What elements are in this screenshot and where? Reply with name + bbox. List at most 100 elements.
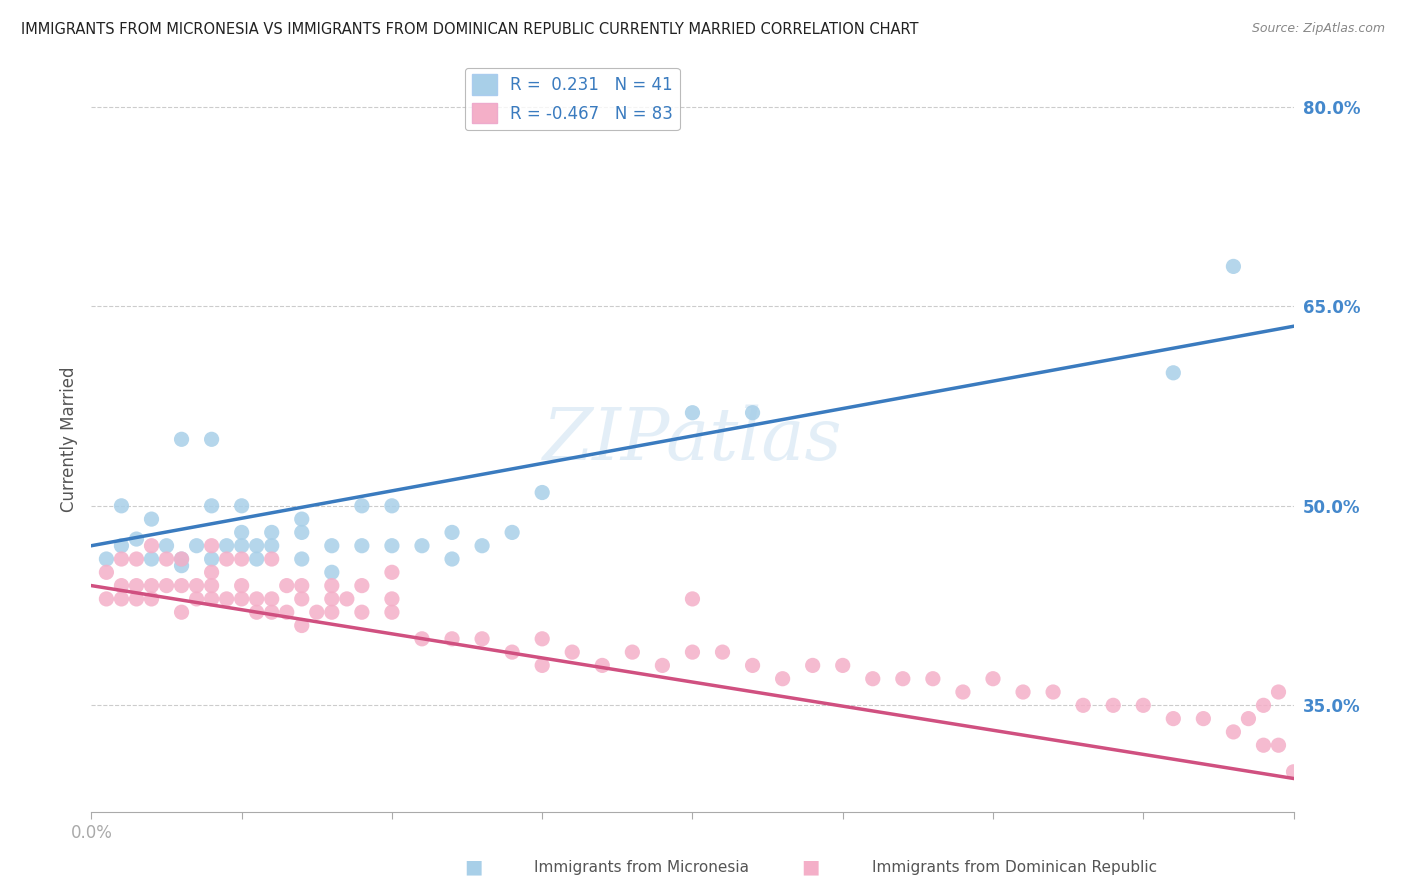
Point [531, 658, 554, 673]
Point [501, 645, 523, 659]
Point [1222, 260, 1244, 274]
Point [110, 499, 132, 513]
Point [801, 658, 824, 673]
Point [321, 579, 343, 593]
Point [471, 632, 494, 646]
Point [201, 499, 224, 513]
Point [1237, 712, 1260, 726]
Point [141, 539, 163, 553]
Point [110, 552, 132, 566]
Point [1222, 725, 1244, 739]
Point [215, 539, 238, 553]
Point [1012, 685, 1035, 699]
Point [201, 552, 224, 566]
Point [591, 658, 613, 673]
Point [981, 672, 1004, 686]
Point [276, 579, 298, 593]
Point [471, 539, 494, 553]
Point [862, 672, 884, 686]
Point [291, 591, 314, 606]
Point [231, 579, 253, 593]
Point [336, 591, 359, 606]
Point [621, 645, 644, 659]
Point [201, 432, 224, 446]
Point [741, 406, 763, 420]
Point [201, 591, 224, 606]
Text: Immigrants from Micronesia: Immigrants from Micronesia [534, 860, 749, 874]
Point [215, 552, 238, 566]
Point [246, 539, 269, 553]
Point [260, 591, 283, 606]
Point [170, 552, 193, 566]
Point [125, 532, 148, 546]
Point [96, 591, 118, 606]
Point [170, 605, 193, 619]
Point [291, 512, 314, 526]
Point [922, 672, 945, 686]
Point [1192, 712, 1215, 726]
Y-axis label: Currently Married: Currently Married [59, 367, 77, 512]
Text: Immigrants from Dominican Republic: Immigrants from Dominican Republic [872, 860, 1157, 874]
Point [141, 591, 163, 606]
Point [321, 591, 343, 606]
Point [561, 645, 583, 659]
Point [1282, 764, 1305, 779]
Point [231, 552, 253, 566]
Point [1132, 698, 1154, 713]
Point [141, 512, 163, 526]
Point [110, 591, 132, 606]
Text: IMMIGRANTS FROM MICRONESIA VS IMMIGRANTS FROM DOMINICAN REPUBLIC CURRENTLY MARRI: IMMIGRANTS FROM MICRONESIA VS IMMIGRANTS… [21, 22, 918, 37]
Point [170, 558, 193, 573]
Point [891, 672, 914, 686]
Point [440, 552, 463, 566]
Point [215, 591, 238, 606]
Point [681, 591, 703, 606]
Point [711, 645, 734, 659]
Point [141, 552, 163, 566]
Point [350, 539, 373, 553]
Point [681, 406, 703, 420]
Text: Source: ZipAtlas.com: Source: ZipAtlas.com [1251, 22, 1385, 36]
Text: ZIPatlas: ZIPatlas [543, 404, 842, 475]
Point [741, 658, 763, 673]
Text: ■: ■ [464, 857, 482, 877]
Point [260, 552, 283, 566]
Text: ■: ■ [801, 857, 820, 877]
Point [381, 566, 404, 580]
Point [321, 566, 343, 580]
Point [246, 591, 269, 606]
Point [125, 591, 148, 606]
Point [231, 591, 253, 606]
Point [1102, 698, 1125, 713]
Point [155, 552, 177, 566]
Point [291, 618, 314, 632]
Point [260, 605, 283, 619]
Point [201, 539, 224, 553]
Point [231, 539, 253, 553]
Point [350, 605, 373, 619]
Point [186, 539, 208, 553]
Point [381, 591, 404, 606]
Point [170, 552, 193, 566]
Point [246, 552, 269, 566]
Point [1161, 712, 1184, 726]
Point [350, 579, 373, 593]
Point [141, 579, 163, 593]
Point [125, 579, 148, 593]
Point [155, 539, 177, 553]
Point [291, 525, 314, 540]
Point [350, 499, 373, 513]
Point [305, 605, 328, 619]
Point [531, 485, 554, 500]
Point [96, 566, 118, 580]
Point [110, 579, 132, 593]
Point [291, 579, 314, 593]
Point [201, 579, 224, 593]
Point [1267, 685, 1289, 699]
Point [1161, 366, 1184, 380]
Point [381, 539, 404, 553]
Point [411, 632, 433, 646]
Point [531, 632, 554, 646]
Point [1253, 738, 1275, 752]
Point [260, 525, 283, 540]
